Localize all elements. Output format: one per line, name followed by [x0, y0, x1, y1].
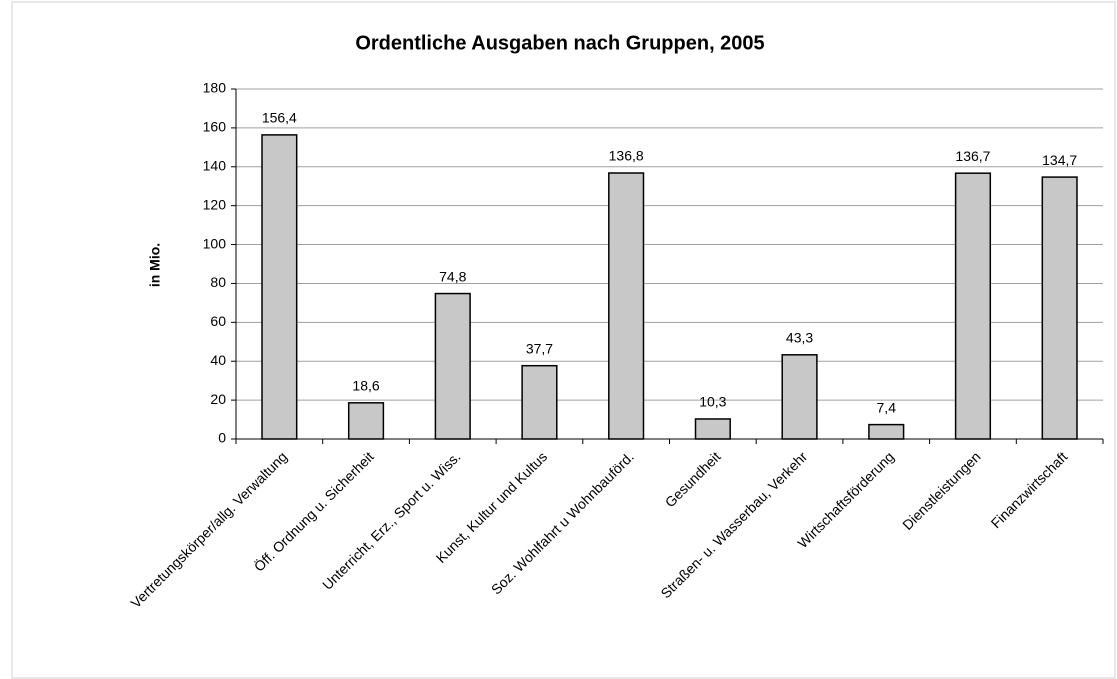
bar: [347, 402, 385, 440]
bar: [694, 418, 731, 440]
frame: [11, 1, 1116, 679]
x-tick-label: Soz. Wohlfahrt u Wohnbauförd.: [488, 448, 637, 597]
y-tick-label: 40: [210, 352, 226, 368]
bar: [1041, 176, 1078, 440]
x-tick-label: Wirtschaftsförderung: [794, 448, 897, 551]
value-label: 7,4: [877, 399, 897, 415]
x-tick-label: Gesundheit: [662, 448, 724, 510]
y-tick-label: 0: [218, 430, 226, 446]
bar: [434, 292, 471, 440]
chart-title: Ordentliche Ausgaben nach Gruppen, 2005: [355, 32, 764, 54]
x-tick-label: Dienstleistungen: [899, 448, 984, 533]
bar: [261, 134, 298, 440]
value-label: 43,3: [786, 330, 813, 346]
y-tick-label: 20: [210, 391, 226, 407]
x-tick-label: Finanzwirtschaft: [988, 448, 1071, 531]
y-axis-label: in Mio.: [147, 243, 163, 287]
y-tick-label: 80: [210, 274, 226, 290]
y-tick-label: 120: [203, 196, 227, 212]
value-label: 134,7: [1042, 152, 1077, 168]
x-tick-label: Straßen- u. Wasserbau, Verkehr: [657, 448, 810, 601]
y-tick-label: 60: [210, 313, 226, 329]
bar: [521, 364, 558, 440]
bar: [608, 172, 645, 440]
bar: [781, 354, 818, 440]
value-label: 136,7: [955, 148, 990, 164]
y-tick-label: 100: [203, 235, 227, 251]
bar: [868, 423, 905, 440]
value-label: 37,7: [526, 340, 553, 356]
value-label: 136,8: [609, 148, 644, 164]
y-tick-label: 180: [203, 80, 227, 96]
y-tick-label: 140: [203, 157, 227, 173]
value-label: 18,6: [352, 378, 379, 394]
value-label: 74,8: [439, 268, 466, 284]
bar: [954, 172, 992, 440]
value-label: 156,4: [262, 110, 297, 126]
x-tick-label: Vertretungskörper/allg. Verwaltung: [127, 448, 290, 611]
value-label: 10,3: [699, 394, 726, 410]
x-tick-label: Unterricht, Erz., Sport u. Wiss.: [319, 448, 463, 592]
y-tick-label: 160: [203, 119, 227, 135]
